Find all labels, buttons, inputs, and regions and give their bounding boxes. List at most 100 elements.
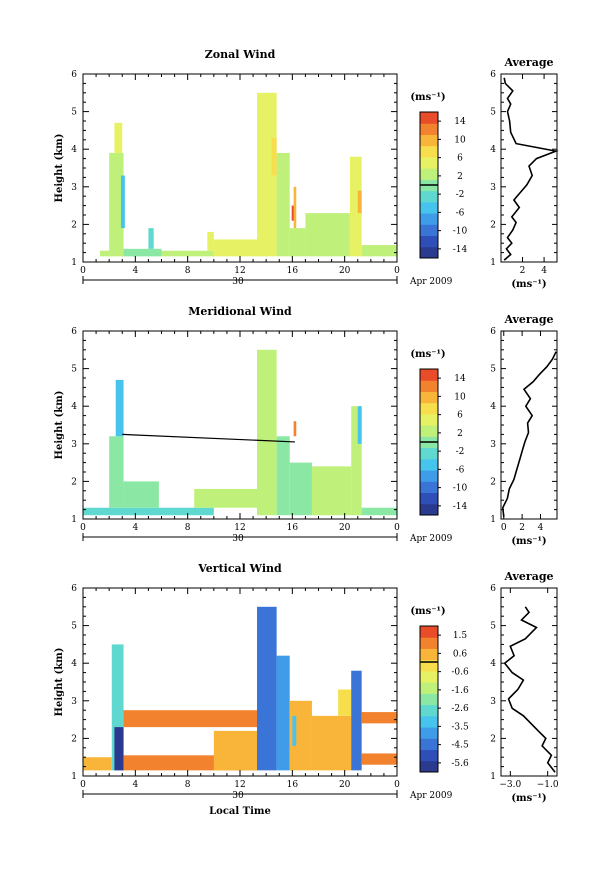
vertical-heat-cell <box>351 670 362 771</box>
meridional-y-tick-label: 5 <box>71 365 77 375</box>
meridional-average-x-tick-label: 4 <box>538 523 544 533</box>
vertical-heat-cell <box>111 644 124 771</box>
meridional-trend-line <box>122 433 295 443</box>
vertical-y-tick-label: 4 <box>71 659 77 669</box>
zonal-heat-cell <box>114 122 123 153</box>
zonal-heat-cell <box>361 245 397 257</box>
meridional-average-y-tick-label: 5 <box>490 365 496 375</box>
meridional-average-y-tick-label: 2 <box>490 477 496 487</box>
vertical-heat-cell <box>361 753 397 765</box>
vertical-heat-cell <box>114 727 124 771</box>
vertical-heat-cell <box>292 715 297 746</box>
meridional-colorbar-tick-label: 6 <box>457 411 463 421</box>
x-axis-title: Local Time <box>209 806 271 817</box>
zonal-x-tick-label: 4 <box>132 266 138 276</box>
zonal-average-x-tick-label: 4 <box>541 266 547 276</box>
meridional-date-label: Apr 2009 <box>409 534 453 544</box>
vertical-heat-cell <box>257 606 277 771</box>
vertical-x-tick-label: 0 <box>80 780 86 790</box>
vertical-colorbar-tick-label: 0.6 <box>453 649 468 659</box>
vertical-y-axis-title: Height (km) <box>54 648 65 717</box>
vertical-colorbar-swatch <box>420 626 438 638</box>
vertical-average-frame <box>500 587 558 777</box>
vertical-average-y-tick-label: 4 <box>490 659 496 669</box>
meridional-heat-cell <box>83 507 214 516</box>
vertical-y-tick-label: 5 <box>71 622 77 632</box>
zonal-y-tick-label: 3 <box>71 183 77 193</box>
meridional-colorbar-tick-label: -10 <box>453 484 468 494</box>
meridional-y-tick-label: 3 <box>71 440 77 450</box>
zonal-heat-cell <box>289 228 306 257</box>
meridional-average-y-tick-label: 3 <box>490 440 496 450</box>
meridional-x-tick-label: 20 <box>339 523 351 533</box>
meridional-average-x-tick-label: 0 <box>501 523 507 533</box>
meridional-heat-cell <box>115 379 124 437</box>
zonal-colorbar-tick-label: -10 <box>453 227 468 237</box>
zonal-colorbar-swatch <box>420 134 438 147</box>
meridional-x-tick-label: 4 <box>132 523 138 533</box>
meridional-colorbar-swatch <box>420 391 438 404</box>
meridional-x-tick-label: 0 <box>394 523 400 533</box>
meridional-colorbar-swatch <box>420 380 438 392</box>
meridional-colorbar-tick-label: 14 <box>454 374 466 384</box>
zonal-heat-cell <box>123 248 162 257</box>
zonal-colorbar-tick-label: -6 <box>456 208 465 218</box>
zonal-heat-cell <box>349 156 362 257</box>
vertical-colorbar-swatch <box>420 704 438 717</box>
meridional-colorbar-swatch <box>420 447 438 460</box>
meridional-heat-cell <box>361 507 397 516</box>
zonal-colorbar-swatch <box>420 112 438 124</box>
vertical-average-profile-line <box>503 606 556 773</box>
zonal-y-tick-label: 2 <box>71 220 77 230</box>
meridional-heat-cell <box>123 481 159 508</box>
zonal-x-tick-label: 8 <box>185 266 191 276</box>
vertical-x-tick-label: 20 <box>339 780 351 790</box>
vertical-heat-cell <box>311 715 352 771</box>
zonal-colorbar-swatch <box>420 190 438 203</box>
vertical-x-tick-label: 12 <box>234 780 245 790</box>
zonal-heat-cell <box>120 175 125 229</box>
zonal-colorbar-swatch <box>420 213 438 225</box>
vertical-average-y-tick-label: 1 <box>490 772 496 782</box>
zonal-heat-cell <box>148 228 154 249</box>
zonal-average-x-axis-title: (ms⁻¹) <box>511 279 546 290</box>
vertical-x-tick-label: 8 <box>185 780 191 790</box>
zonal-colorbar-swatch <box>420 201 438 214</box>
zonal-x-tick-label: 0 <box>80 266 86 276</box>
zonal-y-tick-label: 6 <box>71 70 77 80</box>
meridional-y-tick-label: 2 <box>71 477 77 487</box>
zonal-colorbar-swatch <box>420 235 438 248</box>
meridional-colorbar-swatch <box>420 492 438 505</box>
meridional-colorbar-swatch <box>420 425 438 437</box>
zonal-x-tick-label: 0 <box>394 266 400 276</box>
zonal-colorbar-tick-label: 2 <box>457 172 463 182</box>
meridional-x-tick-label: 12 <box>234 523 245 533</box>
meridional-average-y-tick-label: 4 <box>490 402 496 412</box>
vertical-average-y-tick-label: 5 <box>490 622 496 632</box>
zonal-average-x-tick-label: 2 <box>520 266 526 276</box>
zonal-average-y-tick-label: 1 <box>490 258 496 268</box>
meridional-colorbar-swatch <box>420 413 438 426</box>
meridional-average-profile-line <box>501 351 557 518</box>
vertical-colorbar-tick-label: -1.6 <box>451 686 469 696</box>
vertical-colorbar-swatch <box>420 760 438 773</box>
meridional-heat-cell <box>311 466 352 516</box>
zonal-colorbar-tick-label: 6 <box>457 154 463 164</box>
zonal-average-y-tick-label: 4 <box>490 145 496 155</box>
meridional-colorbar-tick-label: -14 <box>453 502 468 512</box>
zonal-panel-title: Zonal Wind <box>205 48 276 61</box>
zonal-heat-cell <box>293 186 297 229</box>
vertical-colorbar-unit: (ms⁻¹) <box>410 606 445 617</box>
meridional-heat-cell <box>276 436 290 516</box>
zonal-average-profile-line <box>503 77 559 261</box>
zonal-heat-cell <box>276 152 290 257</box>
meridional-heat-cell <box>357 406 362 444</box>
meridional-colorbar-swatch <box>420 470 438 482</box>
vertical-heat-cell <box>276 655 290 771</box>
vertical-colorbar-tick-label: -5.6 <box>451 759 469 769</box>
meridional-x-tick-label: 16 <box>287 523 299 533</box>
meridional-colorbar-swatch <box>420 458 438 471</box>
vertical-colorbar-swatch <box>420 727 438 739</box>
meridional-y-tick-label: 6 <box>71 327 77 337</box>
